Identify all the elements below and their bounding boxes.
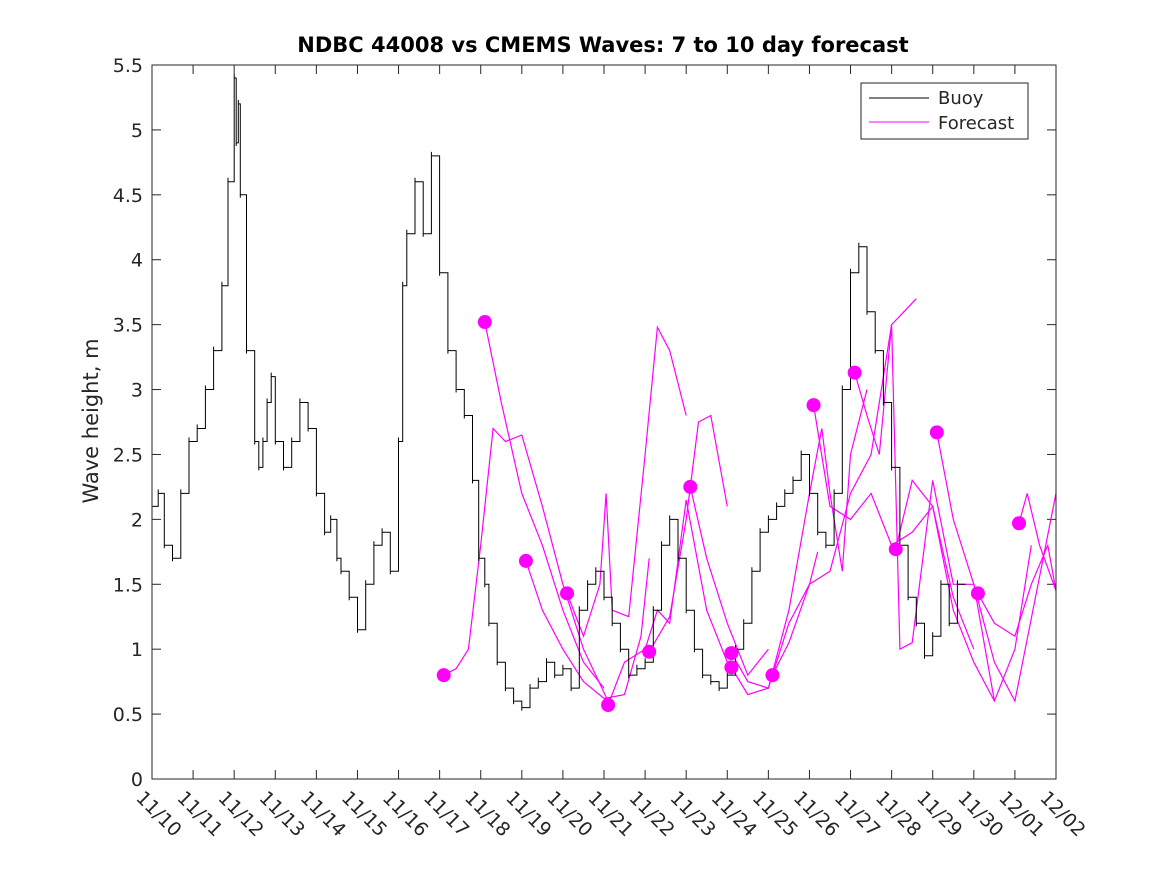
- y-tick-label: 5.5: [113, 55, 143, 77]
- forecast-marker: [888, 542, 903, 557]
- y-tick-label: 4.5: [113, 185, 143, 207]
- forecast-line: [607, 499, 728, 706]
- legend-forecast-label: Forecast: [938, 113, 1014, 134]
- y-tick-label: 5: [131, 120, 143, 142]
- forecast-line: [771, 298, 917, 676]
- y-tick-label: 2.5: [113, 444, 143, 466]
- forecast-line: [730, 551, 819, 689]
- forecast-marker: [970, 586, 985, 601]
- data-series: [152, 74, 1056, 711]
- plot-area-frame: [151, 64, 1057, 780]
- legend-buoy-label: Buoy: [938, 88, 984, 109]
- forecast-line: [525, 558, 650, 700]
- legend: Buoy Forecast: [860, 82, 1029, 140]
- forecast-marker: [683, 479, 698, 494]
- y-tick-label: 1.5: [113, 574, 143, 596]
- y-tick-label: 3.5: [113, 315, 143, 337]
- forecast-line: [1018, 493, 1056, 592]
- forecast-line: [648, 414, 728, 653]
- buoy-line: [152, 74, 966, 711]
- forecast-line: [936, 432, 1056, 703]
- forecast-line: [566, 325, 687, 639]
- forecast-marker: [765, 668, 780, 683]
- forecast-marker: [847, 365, 862, 380]
- forecast-marker: [724, 660, 739, 675]
- forecast-marker: [929, 425, 944, 440]
- forecast-marker: [1012, 516, 1027, 531]
- y-tick-label: 3: [131, 380, 143, 402]
- forecast-marker: [601, 698, 616, 713]
- forecast-line: [484, 321, 605, 689]
- y-tick-label: 4: [131, 250, 143, 272]
- forecast-marker: [724, 646, 739, 661]
- y-tick-label: 0: [131, 769, 143, 791]
- forecast-line: [443, 427, 609, 702]
- y-axis-label: Wave height, m: [79, 338, 103, 503]
- forecast-marker: [436, 668, 451, 683]
- forecast-marker: [477, 315, 492, 330]
- forecast-line: [895, 479, 1032, 703]
- chart-title: NDBC 44008 vs CMEMS Waves: 7 to 10 day f…: [297, 33, 908, 57]
- forecast-marker: [560, 586, 575, 601]
- axis-ticks: [151, 64, 1057, 780]
- forecast-line: [689, 486, 769, 677]
- y-tick-label: 2: [131, 509, 143, 531]
- forecast-line: [730, 389, 868, 696]
- forecast-marker: [806, 398, 821, 413]
- y-tick-label: 1: [131, 639, 143, 661]
- forecast-line: [977, 543, 1056, 638]
- y-tick-label: 0.5: [113, 704, 143, 726]
- forecast-markers: [436, 315, 1027, 713]
- legend-box: [860, 82, 1029, 140]
- forecast-marker: [642, 644, 657, 659]
- forecast-marker: [518, 553, 533, 568]
